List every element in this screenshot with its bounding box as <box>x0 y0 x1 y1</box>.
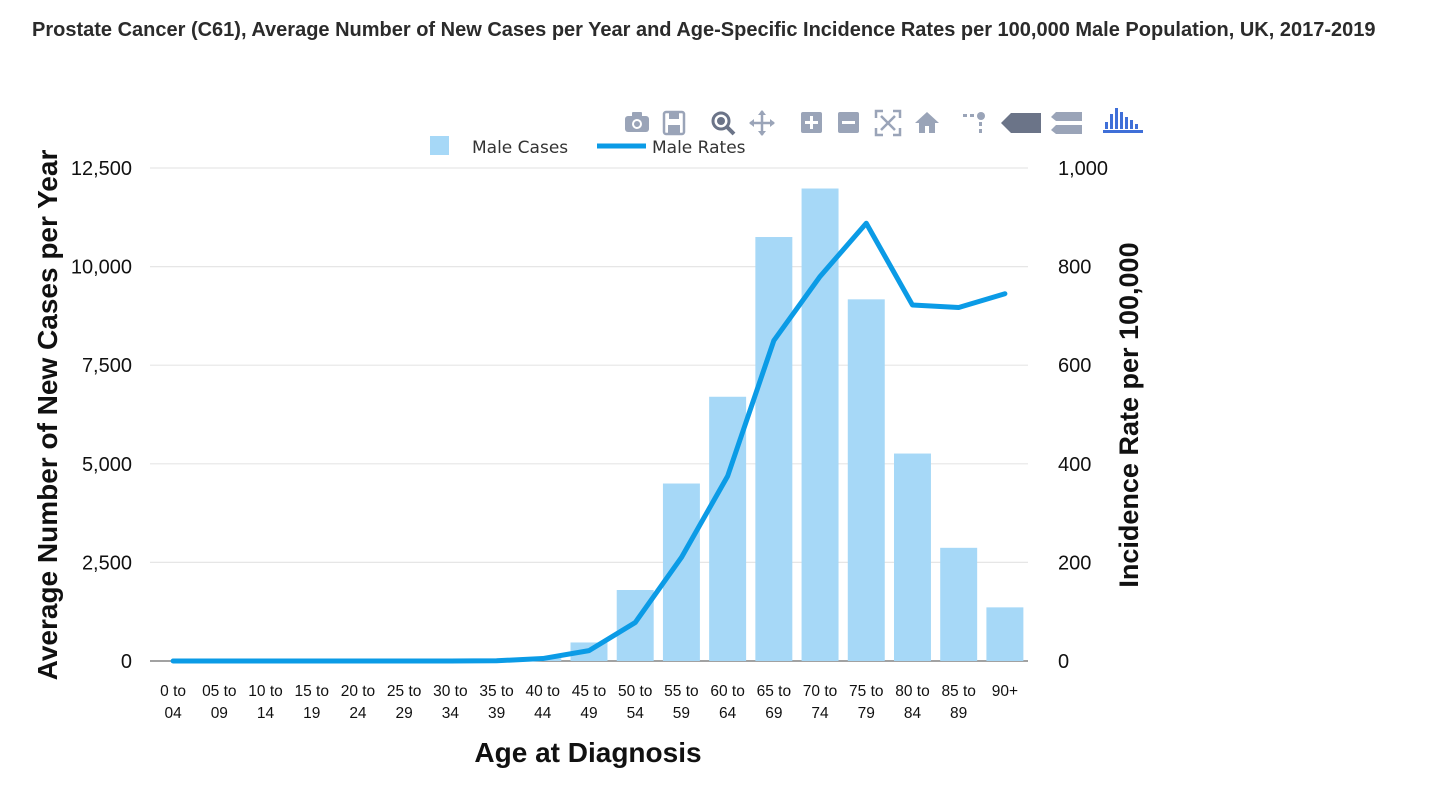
x-tick-label: 90+ <box>992 683 1018 700</box>
x-tick-label: 35 to 39 <box>479 683 513 722</box>
bar-male-cases[interactable] <box>986 607 1024 661</box>
legend: Male Cases Male Rates <box>430 136 746 158</box>
x-tick-label: 30 to 34 <box>433 683 467 722</box>
legend-label-male-rates: Male Rates <box>652 138 746 158</box>
y2-tick-label: 600 <box>1058 355 1091 377</box>
y2-axis-title: Incidence Rate per 100,000 <box>1114 242 1144 587</box>
y2-tick-label: 200 <box>1058 552 1091 574</box>
y2-tick-label: 800 <box>1058 257 1091 279</box>
x-tick-label: 20 to 24 <box>341 683 375 722</box>
x-tick-label: 85 to 89 <box>941 683 975 722</box>
x-tick-label: 75 to 79 <box>849 683 883 722</box>
y-tick-label: 10,000 <box>71 257 132 279</box>
reset-axes-icon[interactable] <box>915 112 939 133</box>
save-icon[interactable] <box>662 110 686 136</box>
zoom-icon[interactable] <box>711 111 736 136</box>
x-tick-label: 80 to 84 <box>895 683 929 722</box>
x-tick-label: 40 to 44 <box>526 683 560 722</box>
modebar-toolbar <box>625 108 1143 137</box>
bars-male-cases <box>478 188 1024 662</box>
right-axis-ticks: 0 200 400 600 800 1,000 <box>1058 158 1108 673</box>
y-axis-title: Average Number of New Cases per Year <box>32 150 63 681</box>
legend-item-male-cases[interactable]: Male Cases <box>430 136 568 158</box>
x-tick-label: 05 to 09 <box>202 683 236 722</box>
y-tick-label: 0 <box>121 651 132 673</box>
bar-male-cases[interactable] <box>940 547 978 661</box>
zoom-out-icon[interactable] <box>838 112 859 133</box>
x-axis-ticks: 0 to 04 05 to 09 10 to 14 15 to 19 20 to 24 25 to 2… <box>160 683 1018 722</box>
hover-closest-icon[interactable] <box>1001 113 1041 133</box>
x-tick-label: 70 to 74 <box>803 683 837 722</box>
y-tick-label: 7,500 <box>82 355 132 377</box>
x-tick-label: 10 to 14 <box>248 683 282 722</box>
plotly-logo-icon[interactable] <box>1103 108 1143 133</box>
x-axis-title: Age at Diagnosis <box>474 737 701 768</box>
y-tick-label: 12,500 <box>71 158 132 180</box>
line-series-male-rates[interactable] <box>170 220 1008 664</box>
x-tick-label: 65 to 69 <box>757 683 791 722</box>
bar-male-cases[interactable] <box>847 299 885 661</box>
hover-compare-icon[interactable] <box>1051 112 1082 134</box>
legend-item-male-rates[interactable]: Male Rates <box>597 138 746 158</box>
x-tick-label: 60 to 64 <box>710 683 744 722</box>
y2-tick-label: 0 <box>1058 651 1069 673</box>
x-tick-label: 45 to 49 <box>572 683 606 722</box>
bar-male-cases[interactable] <box>755 237 793 661</box>
bar-male-cases[interactable] <box>893 453 931 661</box>
autoscale-icon[interactable] <box>874 109 902 137</box>
y2-tick-label: 400 <box>1058 454 1091 476</box>
x-tick-label: 50 to 54 <box>618 683 652 722</box>
left-axis-ticks: 0 2,500 5,000 7,500 10,000 12,500 <box>71 158 132 673</box>
x-tick-label: 55 to 59 <box>664 683 698 722</box>
y-tick-label: 2,500 <box>82 552 132 574</box>
x-tick-label: 25 to 29 <box>387 683 421 722</box>
legend-swatch-bar <box>430 136 449 155</box>
y-tick-label: 5,000 <box>82 454 132 476</box>
spike-lines-icon[interactable] <box>963 112 985 133</box>
chart-title: Prostate Cancer (C61), Average Number of… <box>32 19 1376 41</box>
line-male-rates <box>170 220 1008 664</box>
bar-male-cases[interactable] <box>801 188 839 662</box>
x-tick-label: 0 to 04 <box>160 683 186 722</box>
x-tick-label: 15 to 19 <box>294 683 328 722</box>
legend-label-male-cases: Male Cases <box>472 138 568 158</box>
pan-icon[interactable] <box>749 110 775 136</box>
zoom-in-icon[interactable] <box>801 112 822 133</box>
camera-icon[interactable] <box>625 112 649 132</box>
y2-tick-label: 1,000 <box>1058 158 1108 180</box>
